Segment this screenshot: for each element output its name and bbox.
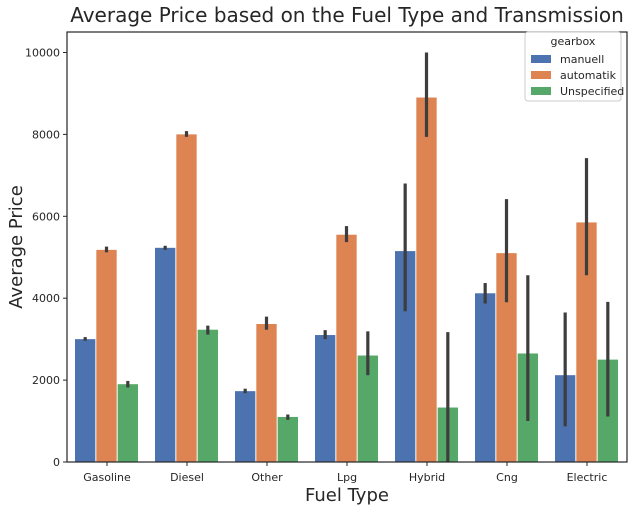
legend-title: gearbox — [551, 35, 596, 48]
bar-automatik-lpg — [336, 234, 357, 462]
chart-title: Average Price based on the Fuel Type and… — [70, 3, 624, 27]
bar-manuell-cng — [475, 293, 496, 462]
legend-label-manuell: manuell — [560, 53, 604, 66]
bar-manuell-other — [235, 391, 256, 462]
bar-unspecified-lpg — [357, 355, 378, 462]
bar-automatik-gasoline — [96, 249, 117, 462]
y-tick-label: 2000 — [32, 374, 60, 387]
legend-label-automatik: automatik — [560, 69, 617, 82]
legend-label-unspecified: Unspecified — [560, 85, 624, 98]
x-tick-label: Cng — [496, 471, 518, 484]
bar-automatik-other — [256, 323, 277, 462]
bar-unspecified-diesel — [197, 329, 218, 462]
bar-automatik-hybrid — [416, 97, 437, 463]
x-axis-label: Fuel Type — [305, 485, 389, 506]
legend-swatch-manuell — [531, 55, 551, 63]
legend-items: manuell automatik Unspecified — [531, 53, 624, 98]
bars-layer — [75, 97, 618, 463]
y-axis-label: Average Price — [6, 185, 27, 309]
bar-unspecified-other — [277, 416, 298, 462]
plot-frame — [66, 31, 628, 463]
bar-manuell-lpg — [315, 335, 336, 462]
y-tick-label: 0 — [53, 456, 60, 469]
bar-manuell-hybrid — [395, 251, 416, 462]
bar-unspecified-gasoline — [117, 384, 138, 462]
bar-automatik-diesel — [176, 134, 197, 462]
error-bars-layer — [83, 52, 610, 462]
y-tick-label: 6000 — [32, 210, 60, 223]
bar-automatik-cng — [496, 253, 517, 462]
bar-manuell-gasoline — [75, 339, 96, 462]
y-tick-label: 4000 — [32, 292, 60, 305]
x-tick-label: Diesel — [170, 471, 204, 484]
x-tick-label: Lpg — [337, 471, 357, 484]
ticks-layer: Gasoline Diesel Other Lpg Hybrid Cng Electric 0… — [25, 46, 607, 484]
legend-box — [524, 31, 622, 102]
legend-swatch-automatik — [531, 71, 551, 79]
bar-automatik-electric — [576, 222, 597, 462]
legend-swatch-unspecified — [531, 87, 551, 95]
legend: gearbox manuell automatik Unspecified — [524, 31, 624, 102]
x-tick-label: Hybrid — [409, 471, 445, 484]
y-tick-label: 8000 — [32, 128, 60, 141]
x-tick-label: Other — [251, 471, 283, 484]
x-tick-label: Electric — [567, 471, 608, 484]
x-tick-label: Gasoline — [83, 471, 131, 484]
bar-manuell-diesel — [155, 247, 176, 462]
y-tick-label: 10000 — [25, 46, 60, 59]
